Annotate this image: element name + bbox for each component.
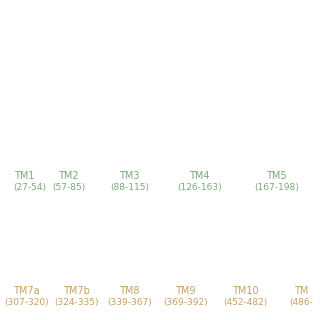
Text: TM3: TM3: [119, 171, 140, 181]
Bar: [7, 282, 320, 320]
Text: (27-54): (27-54): [14, 183, 47, 192]
Text: (339-367): (339-367): [107, 298, 152, 307]
Text: TM5: TM5: [266, 171, 286, 181]
Text: (126-163): (126-163): [177, 183, 222, 192]
Text: (452-482): (452-482): [223, 298, 267, 307]
Text: (486-: (486-: [289, 298, 313, 307]
Text: TM2: TM2: [58, 171, 79, 181]
Bar: [7, 160, 320, 198]
Text: TM8: TM8: [119, 286, 140, 296]
Text: (307-320): (307-320): [4, 298, 49, 307]
Text: TM4: TM4: [189, 171, 210, 181]
Text: TM7b: TM7b: [63, 286, 90, 296]
Text: TM7a: TM7a: [13, 286, 39, 296]
Text: (324-335): (324-335): [54, 298, 99, 307]
Text: TM1: TM1: [14, 171, 34, 181]
Text: TM10: TM10: [232, 286, 258, 296]
Text: (167-198): (167-198): [254, 183, 299, 192]
Text: (369-392): (369-392): [163, 298, 208, 307]
Text: (88-115): (88-115): [110, 183, 149, 192]
Text: (57-85): (57-85): [52, 183, 85, 192]
Text: TM: TM: [294, 286, 308, 296]
Text: TM9: TM9: [175, 286, 196, 296]
